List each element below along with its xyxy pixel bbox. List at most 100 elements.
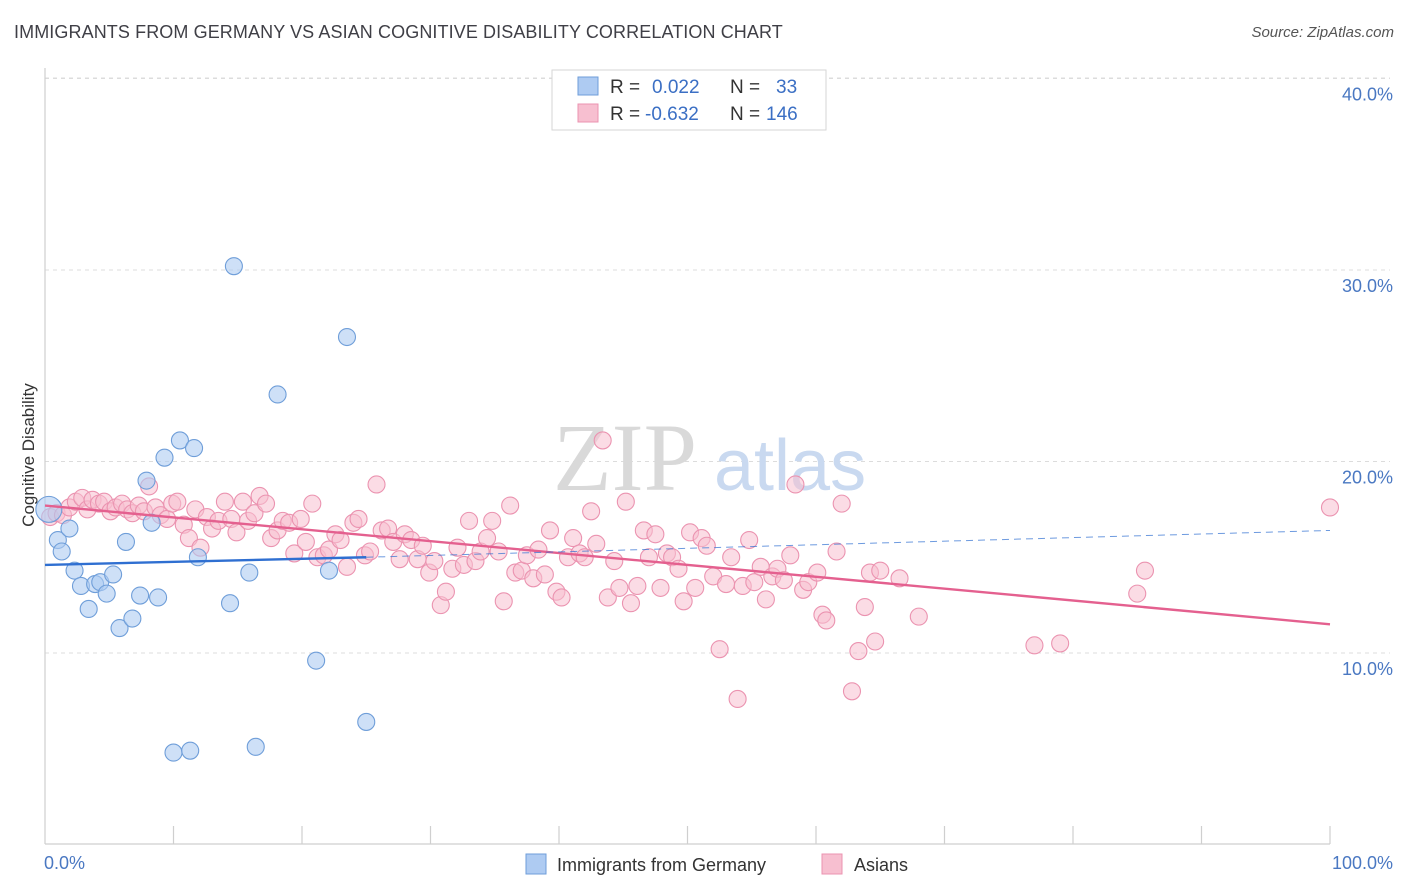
legend-top: R = 0.022 N = 33 R = -0.632 N = 146 [551, 69, 827, 131]
asian-point [842, 682, 862, 701]
asian-point [483, 511, 502, 530]
germany-point [131, 586, 150, 605]
asian-point [781, 546, 800, 565]
x-tick-label-min: 0.0% [44, 853, 85, 873]
germany-point [319, 561, 339, 580]
germany-point [110, 619, 129, 638]
legend-bottom-swatch-germany [525, 853, 547, 875]
legend-n-value-asian: 146 [766, 104, 798, 125]
asian-point [436, 582, 455, 601]
chart-title: IMMIGRANTS FROM GERMANY VS ASIAN COGNITI… [14, 22, 783, 42]
legend-r-label-asian: R = [610, 104, 640, 125]
germany-point [307, 651, 326, 670]
asian-point [1128, 584, 1147, 603]
asian-point [1051, 634, 1070, 653]
asian-point [827, 542, 846, 561]
asian-point [855, 597, 874, 617]
y-tick-label: 40.0% [1342, 85, 1393, 105]
asian-point [866, 632, 885, 651]
trend-layer [44, 504, 1331, 626]
asian-point [817, 611, 836, 630]
asian-point [774, 571, 793, 590]
asian-point [168, 492, 187, 511]
x-tick-label-max: 100.0% [1332, 853, 1393, 873]
asian-point [425, 552, 444, 571]
x-tick-labels: 0.0% 100.0% [44, 853, 1393, 873]
germany-point [79, 599, 98, 619]
asian-point [303, 494, 322, 513]
asian-point [1135, 561, 1155, 580]
asian-point [849, 642, 868, 661]
germany-point [170, 431, 189, 450]
legend-bottom-label-asian: Asians [854, 855, 908, 875]
asian-point [540, 521, 560, 540]
legend-bottom-label-germany: Immigrants from Germany [557, 855, 766, 875]
asian-point [610, 578, 629, 597]
asian-point [390, 550, 409, 569]
asian-point [605, 552, 624, 571]
asian-point [616, 492, 635, 511]
asian-point [756, 590, 775, 609]
asian-point [477, 529, 497, 548]
asian-point [331, 530, 350, 550]
asian-point [890, 569, 909, 588]
asian-point [1320, 498, 1340, 517]
germany-point [337, 327, 357, 347]
germany-point [220, 594, 240, 613]
asian-point [501, 496, 520, 515]
asian-point [646, 525, 665, 544]
germany-point [268, 385, 287, 404]
chart-source: Source: ZipAtlas.com [1251, 24, 1394, 41]
germany-point [65, 561, 84, 580]
germany-point [97, 584, 116, 603]
legend-swatch-asian [577, 103, 599, 123]
asian-point [728, 689, 747, 709]
legend-bottom: Immigrants from Germany Asians [525, 853, 908, 875]
asian-point [832, 494, 851, 513]
germany-point [188, 548, 207, 567]
asian-point [535, 565, 554, 584]
asian-point [367, 475, 386, 494]
germany-point [35, 495, 63, 523]
legend-r-label-germany: R = [610, 77, 640, 98]
axis-layer [44, 68, 1331, 845]
asian-point [361, 542, 380, 561]
asian-point [564, 529, 583, 548]
asian-point [686, 578, 705, 597]
y-tick-label: 30.0% [1342, 276, 1393, 296]
watermark-atlas: atlas [714, 426, 866, 506]
asian-trend-line [44, 504, 1331, 626]
asian-point [158, 509, 177, 529]
asian-point [740, 530, 759, 550]
asian-points [41, 431, 1340, 709]
asian-point [448, 538, 467, 557]
legend-n-value-germany: 33 [776, 77, 797, 98]
germany-point [181, 741, 200, 760]
germany-point [52, 542, 71, 561]
asian-point [716, 575, 736, 594]
y-tick-label: 20.0% [1342, 468, 1393, 488]
y-tick-labels: 10.0% 20.0% 30.0% 40.0% [1342, 85, 1393, 680]
asian-point [349, 509, 368, 529]
asian-point [337, 557, 357, 576]
germany-trend-extension [366, 529, 1331, 558]
asian-point [1025, 636, 1044, 655]
germany-point [149, 588, 168, 607]
germany-point [246, 737, 265, 756]
asian-point [494, 592, 513, 611]
asian-point [489, 542, 508, 561]
asian-point [909, 607, 928, 626]
asian-point [459, 511, 479, 530]
germany-point [116, 532, 136, 551]
germany-point [60, 519, 79, 538]
watermark: ZIP atlas [553, 404, 866, 511]
asian-point [621, 594, 641, 613]
asian-point [639, 548, 659, 567]
germany-point [164, 743, 183, 762]
asian-point [628, 576, 647, 596]
asian-point [786, 475, 805, 494]
asian-point [697, 536, 716, 555]
asian-point [587, 534, 606, 553]
asian-point [291, 509, 310, 529]
germany-point [185, 439, 204, 458]
